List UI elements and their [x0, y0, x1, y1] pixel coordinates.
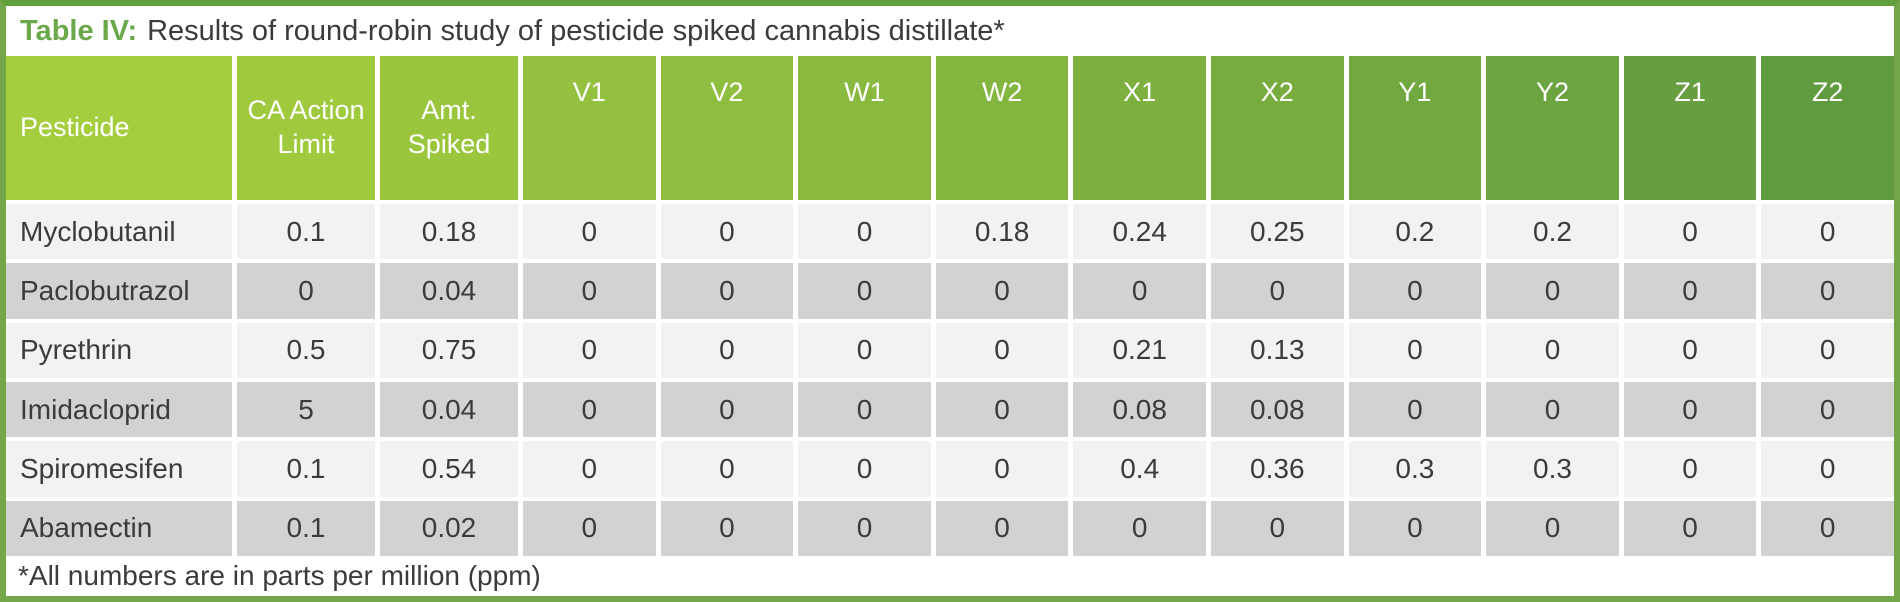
table-cell: 0 — [660, 381, 794, 438]
table-cell: 0.1 — [237, 500, 375, 556]
table-cell: 0 — [523, 204, 656, 260]
header-cell-v1: V1 — [523, 56, 656, 200]
table-cell: 0 — [1073, 500, 1206, 556]
table-cell: 0 — [1761, 441, 1894, 497]
table-cell: 0 — [1623, 441, 1757, 497]
header-cell-w2: W2 — [935, 56, 1069, 200]
table-title: Table IV: Results of round-robin study of… — [6, 6, 1894, 56]
row-label-myclobutanil: Myclobutanil — [6, 204, 232, 260]
header-cell-y1: Y1 — [1348, 56, 1482, 200]
table-cell: 0.04 — [380, 381, 518, 438]
table-cell: 0 — [523, 441, 656, 497]
table-cell: 0.18 — [935, 204, 1069, 260]
table-cell: 0.04 — [380, 263, 518, 319]
header-cell-ca-action-limit: CA Action Limit — [237, 56, 375, 200]
table-grid: Pesticide CA Action Limit Amt. Spiked V1 V2 W… — [6, 56, 1894, 556]
table-cell: 0 — [1623, 500, 1757, 556]
table-cell: 0 — [1761, 322, 1894, 378]
table-cell: 0 — [1486, 381, 1619, 438]
header-cell-pesticide: Pesticide — [6, 56, 232, 200]
table-title-label: Table IV: — [20, 14, 138, 47]
table-cell: 0 — [935, 441, 1069, 497]
table-footnote: *All numbers are in parts per million (p… — [6, 556, 1894, 596]
table-cell: 0.08 — [1073, 381, 1206, 438]
table-cell: 0 — [523, 263, 656, 319]
table-cell: 0.3 — [1348, 441, 1482, 497]
table-cell: 0 — [660, 441, 794, 497]
table-cell: 0.24 — [1073, 204, 1206, 260]
table-cell: 0 — [1211, 263, 1344, 319]
table-cell: 0 — [1623, 381, 1757, 438]
table-cell: 0 — [660, 204, 794, 260]
table-cell: 0.25 — [1211, 204, 1344, 260]
table-cell: 0 — [798, 381, 931, 438]
table-cell: 0.08 — [1211, 381, 1344, 438]
table-cell: 0.1 — [237, 441, 375, 497]
table-cell: 0.3 — [1486, 441, 1619, 497]
table-cell: 0 — [935, 322, 1069, 378]
table-cell: 0 — [1211, 500, 1344, 556]
table-cell: 0 — [935, 381, 1069, 438]
header-cell-x2: X2 — [1211, 56, 1344, 200]
header-cell-z1: Z1 — [1623, 56, 1757, 200]
table-cell: 0 — [237, 263, 375, 319]
table-cell: 0 — [798, 204, 931, 260]
table-cell: 5 — [237, 381, 375, 438]
table-cell: 0.21 — [1073, 322, 1206, 378]
table-title-text: Results of round-robin study of pesticid… — [147, 14, 1005, 47]
table-cell: 0.75 — [380, 322, 518, 378]
table-cell: 0 — [1348, 263, 1482, 319]
table-cell: 0.4 — [1073, 441, 1206, 497]
table-cell: 0 — [1348, 381, 1482, 438]
table-cell: 0.1 — [237, 204, 375, 260]
table-cell: 0.2 — [1348, 204, 1482, 260]
table-cell: 0 — [1761, 381, 1894, 438]
table-cell: 0 — [798, 500, 931, 556]
table-cell: 0 — [523, 500, 656, 556]
row-label-pyrethrin: Pyrethrin — [6, 322, 232, 378]
table-cell: 0.5 — [237, 322, 375, 378]
header-cell-y2: Y2 — [1486, 56, 1619, 200]
table-cell: 0 — [1761, 500, 1894, 556]
header-cell-z2: Z2 — [1761, 56, 1894, 200]
header-cell-amt-spiked: Amt. Spiked — [380, 56, 518, 200]
table-cell: 0.54 — [380, 441, 518, 497]
table-cell: 0 — [1761, 263, 1894, 319]
table-cell: 0 — [798, 441, 931, 497]
table-cell: 0 — [798, 322, 931, 378]
table-cell: 0 — [1623, 322, 1757, 378]
row-label-imidacloprid: Imidacloprid — [6, 381, 232, 438]
header-cell-v2: V2 — [660, 56, 794, 200]
row-label-spiromesifen: Spiromesifen — [6, 441, 232, 497]
table-cell: 0 — [1348, 500, 1482, 556]
table-cell: 0 — [660, 263, 794, 319]
table-cell: 0 — [1073, 263, 1206, 319]
table-cell: 0 — [935, 263, 1069, 319]
table-cell: 0.36 — [1211, 441, 1344, 497]
table-cell: 0 — [660, 322, 794, 378]
row-label-abamectin: Abamectin — [6, 500, 232, 556]
table-cell: 0 — [1623, 263, 1757, 319]
table-cell: 0.18 — [380, 204, 518, 260]
table-cell: 0 — [1348, 322, 1482, 378]
table-cell: 0 — [1486, 322, 1619, 378]
table-cell: 0 — [523, 381, 656, 438]
table-cell: 0 — [523, 322, 656, 378]
table-cell: 0 — [1761, 204, 1894, 260]
table-cell: 0.13 — [1211, 322, 1344, 378]
table-cell: 0 — [935, 500, 1069, 556]
table-cell: 0.2 — [1486, 204, 1619, 260]
table-cell: 0 — [1486, 500, 1619, 556]
table-cell: 0 — [1623, 204, 1757, 260]
table-cell: 0.02 — [380, 500, 518, 556]
header-cell-w1: W1 — [798, 56, 931, 200]
table-cell: 0 — [660, 500, 794, 556]
table-cell: 0 — [1486, 263, 1619, 319]
row-label-paclobutrazol: Paclobutrazol — [6, 263, 232, 319]
header-cell-x1: X1 — [1073, 56, 1206, 200]
table-cell: 0 — [798, 263, 931, 319]
